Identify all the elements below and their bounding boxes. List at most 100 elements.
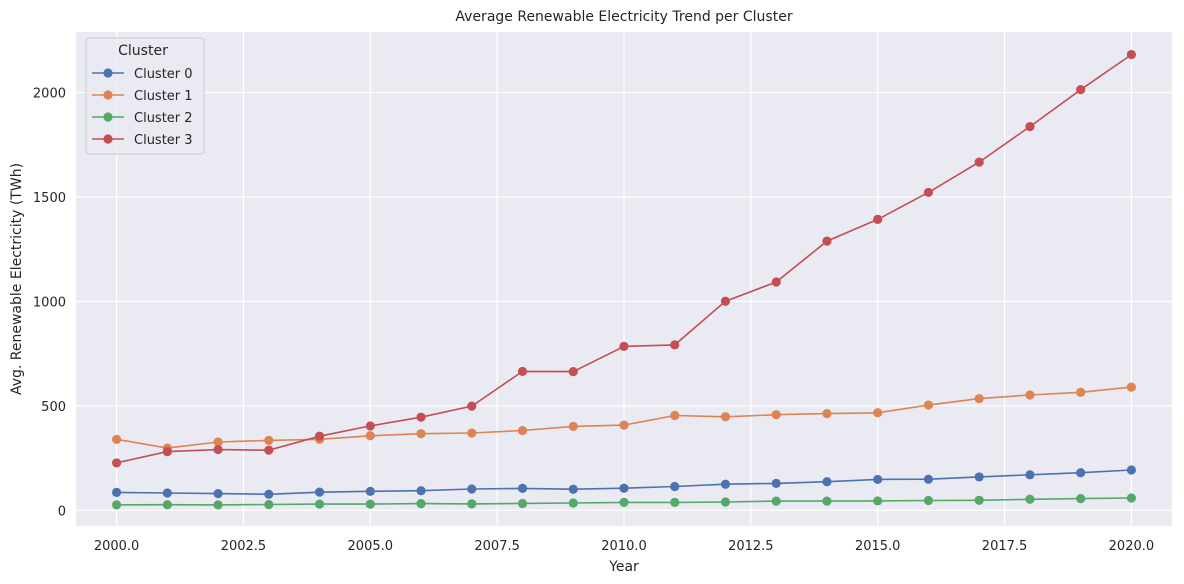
data-point — [416, 486, 426, 496]
series-cluster-2 — [111, 493, 1137, 510]
data-point — [771, 496, 781, 506]
data-point — [517, 425, 528, 436]
data-point — [873, 214, 883, 224]
data-point — [365, 431, 375, 441]
series-layer — [111, 49, 1137, 510]
legend-title: Cluster — [118, 43, 168, 59]
data-point — [771, 410, 781, 420]
data-point — [111, 434, 122, 444]
data-point — [467, 484, 477, 494]
data-point — [365, 421, 375, 431]
data-point — [213, 437, 223, 447]
data-point — [111, 500, 122, 510]
data-point — [517, 498, 528, 509]
data-point — [1025, 390, 1035, 400]
data-point — [264, 435, 274, 445]
x-tick-label: 2015.0 — [855, 539, 901, 554]
data-point — [822, 477, 832, 487]
data-point — [974, 472, 984, 482]
y-tick-label: 500 — [41, 400, 66, 415]
data-point — [111, 487, 122, 497]
data-point — [314, 499, 325, 509]
data-point — [771, 478, 781, 488]
data-point — [213, 500, 223, 510]
data-point — [1076, 85, 1086, 95]
data-point — [1076, 468, 1086, 478]
x-tick-label: 2005.0 — [348, 539, 394, 554]
legend-marker — [103, 112, 113, 122]
legend-marker — [103, 90, 113, 100]
data-point — [1126, 49, 1137, 60]
data-point — [213, 489, 223, 499]
data-point — [416, 499, 426, 509]
data-point — [1025, 494, 1035, 504]
data-point — [974, 393, 984, 404]
data-point — [416, 429, 426, 439]
x-tick-label: 2010.0 — [601, 539, 647, 554]
data-point — [720, 497, 731, 507]
legend-label: Cluster 0 — [134, 67, 193, 82]
x-tick-label: 2020.0 — [1109, 539, 1155, 554]
data-point — [670, 410, 680, 421]
data-point — [670, 497, 680, 507]
data-point — [1126, 493, 1137, 503]
data-point — [974, 157, 984, 167]
data-point — [162, 447, 172, 457]
legend-marker — [103, 134, 113, 144]
legend-entry-cluster-2: Cluster 2 — [92, 111, 193, 126]
data-point — [619, 341, 629, 351]
series-cluster-3 — [111, 49, 1137, 468]
data-point — [467, 428, 477, 438]
data-point — [619, 497, 629, 507]
data-point — [1126, 465, 1137, 475]
data-point — [517, 483, 528, 494]
legend-entry-cluster-3: Cluster 3 — [92, 133, 193, 148]
data-point — [619, 483, 629, 493]
x-tick-label: 2017.5 — [982, 539, 1028, 554]
legend-items: Cluster 0 Cluster 1 Cluster 2 Cluster 3 — [92, 67, 193, 148]
data-point — [720, 479, 731, 489]
y-tick-label: 0 — [58, 504, 66, 519]
legend-label: Cluster 3 — [134, 133, 193, 148]
data-point — [1025, 122, 1035, 132]
data-point — [517, 366, 528, 377]
data-point — [619, 420, 629, 430]
x-tick-label: 2012.5 — [728, 539, 774, 554]
data-point — [1126, 382, 1137, 392]
data-point — [264, 489, 274, 499]
x-axis-ticks: 2000.0 2002.5 2005.0 2007.5 2010.0 2012.5 2015… — [94, 539, 1154, 554]
data-point — [568, 484, 578, 494]
data-point — [822, 496, 832, 506]
series-cluster-0 — [111, 465, 1137, 499]
chart-title: Average Renewable Electricity Trend per … — [455, 9, 792, 25]
data-point — [162, 500, 172, 510]
x-axis-title: Year — [608, 559, 639, 575]
legend-entry-cluster-1: Cluster 1 — [92, 89, 193, 104]
x-tick-label: 2007.5 — [474, 539, 520, 554]
legend-label: Cluster 2 — [134, 111, 193, 126]
data-point — [264, 499, 274, 510]
data-point — [111, 458, 122, 468]
data-point — [873, 474, 883, 485]
data-point — [873, 496, 883, 506]
gridlines — [76, 32, 1172, 526]
data-point — [1076, 387, 1086, 397]
legend-marker — [103, 68, 113, 78]
data-point — [467, 499, 477, 509]
data-point — [720, 412, 731, 422]
x-tick-label: 2002.5 — [221, 539, 267, 554]
data-point — [923, 187, 934, 198]
data-point — [314, 431, 325, 441]
data-point — [670, 340, 680, 350]
data-point — [670, 481, 680, 492]
data-point — [822, 236, 832, 246]
legend-box — [85, 37, 205, 155]
data-point — [467, 401, 477, 411]
data-point — [923, 495, 934, 506]
data-point — [873, 408, 883, 418]
y-tick-label: 1500 — [33, 191, 66, 206]
data-point — [923, 400, 934, 410]
data-point — [822, 409, 832, 419]
